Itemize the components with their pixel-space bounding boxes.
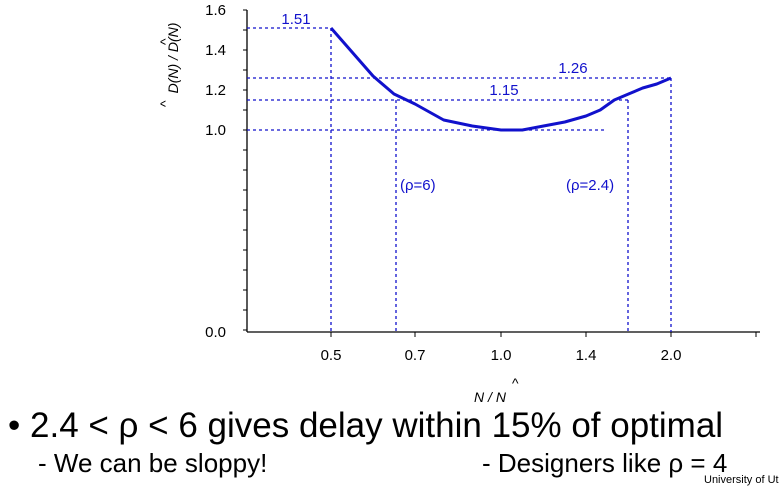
annotations: 1.51 1.26 1.15 (ρ=6) (ρ=2.4) bbox=[281, 11, 614, 194]
annotation-label: 1.26 bbox=[558, 60, 587, 77]
series-layer bbox=[329, 27, 672, 132]
bullet-text: 2.4 < ρ < 6 gives delay within 15% of op… bbox=[30, 406, 724, 445]
axis-labels: D(N) / D(N) ^ ^ N / N ^ bbox=[157, 23, 519, 405]
y-tick-label: 1.0 bbox=[205, 122, 226, 139]
x-tick-label: 1.0 bbox=[491, 347, 512, 364]
y-hat-mark-1: ^ bbox=[157, 100, 173, 107]
sub-point-left: - We can be sloppy! bbox=[38, 448, 268, 478]
annotation-label: 1.51 bbox=[281, 11, 310, 28]
x-tick-label: 2.0 bbox=[661, 347, 682, 364]
sub-point-right: - Designers like ρ = 4 bbox=[482, 448, 728, 478]
footer-text: University of Utah | B bbox=[704, 474, 779, 486]
y-tick-label: 1.2 bbox=[205, 82, 226, 99]
x-tick-label: 0.7 bbox=[405, 347, 426, 364]
bullet-symbol: • bbox=[8, 406, 21, 445]
y-tick-label: 1.4 bbox=[205, 42, 226, 59]
x-axis-label: N / N bbox=[474, 389, 507, 405]
x-tick-label: 0.5 bbox=[321, 347, 342, 364]
x-tick-label: 1.4 bbox=[576, 347, 597, 364]
bullet-point: • 2.4 < ρ < 6 gives delay within 15% of … bbox=[8, 406, 723, 446]
series-line bbox=[329, 27, 672, 132]
guide-lines bbox=[247, 27, 672, 332]
y-axis-label: D(N) / D(N) bbox=[165, 23, 181, 94]
chart-axes bbox=[243, 9, 760, 337]
y-hat-mark-2: ^ bbox=[157, 38, 173, 45]
x-hat-mark: ^ bbox=[512, 375, 519, 391]
y-tick-label: 0.0 bbox=[205, 324, 226, 341]
annotation-label: (ρ=6) bbox=[400, 177, 436, 194]
tick-labels: 1.6 1.4 1.2 1.0 0.0 0.5 0.7 1.0 1.4 2.0 bbox=[205, 2, 681, 364]
y-tick-label: 1.6 bbox=[205, 2, 226, 19]
annotation-label: (ρ=2.4) bbox=[566, 177, 614, 194]
annotation-label: 1.15 bbox=[489, 82, 518, 99]
